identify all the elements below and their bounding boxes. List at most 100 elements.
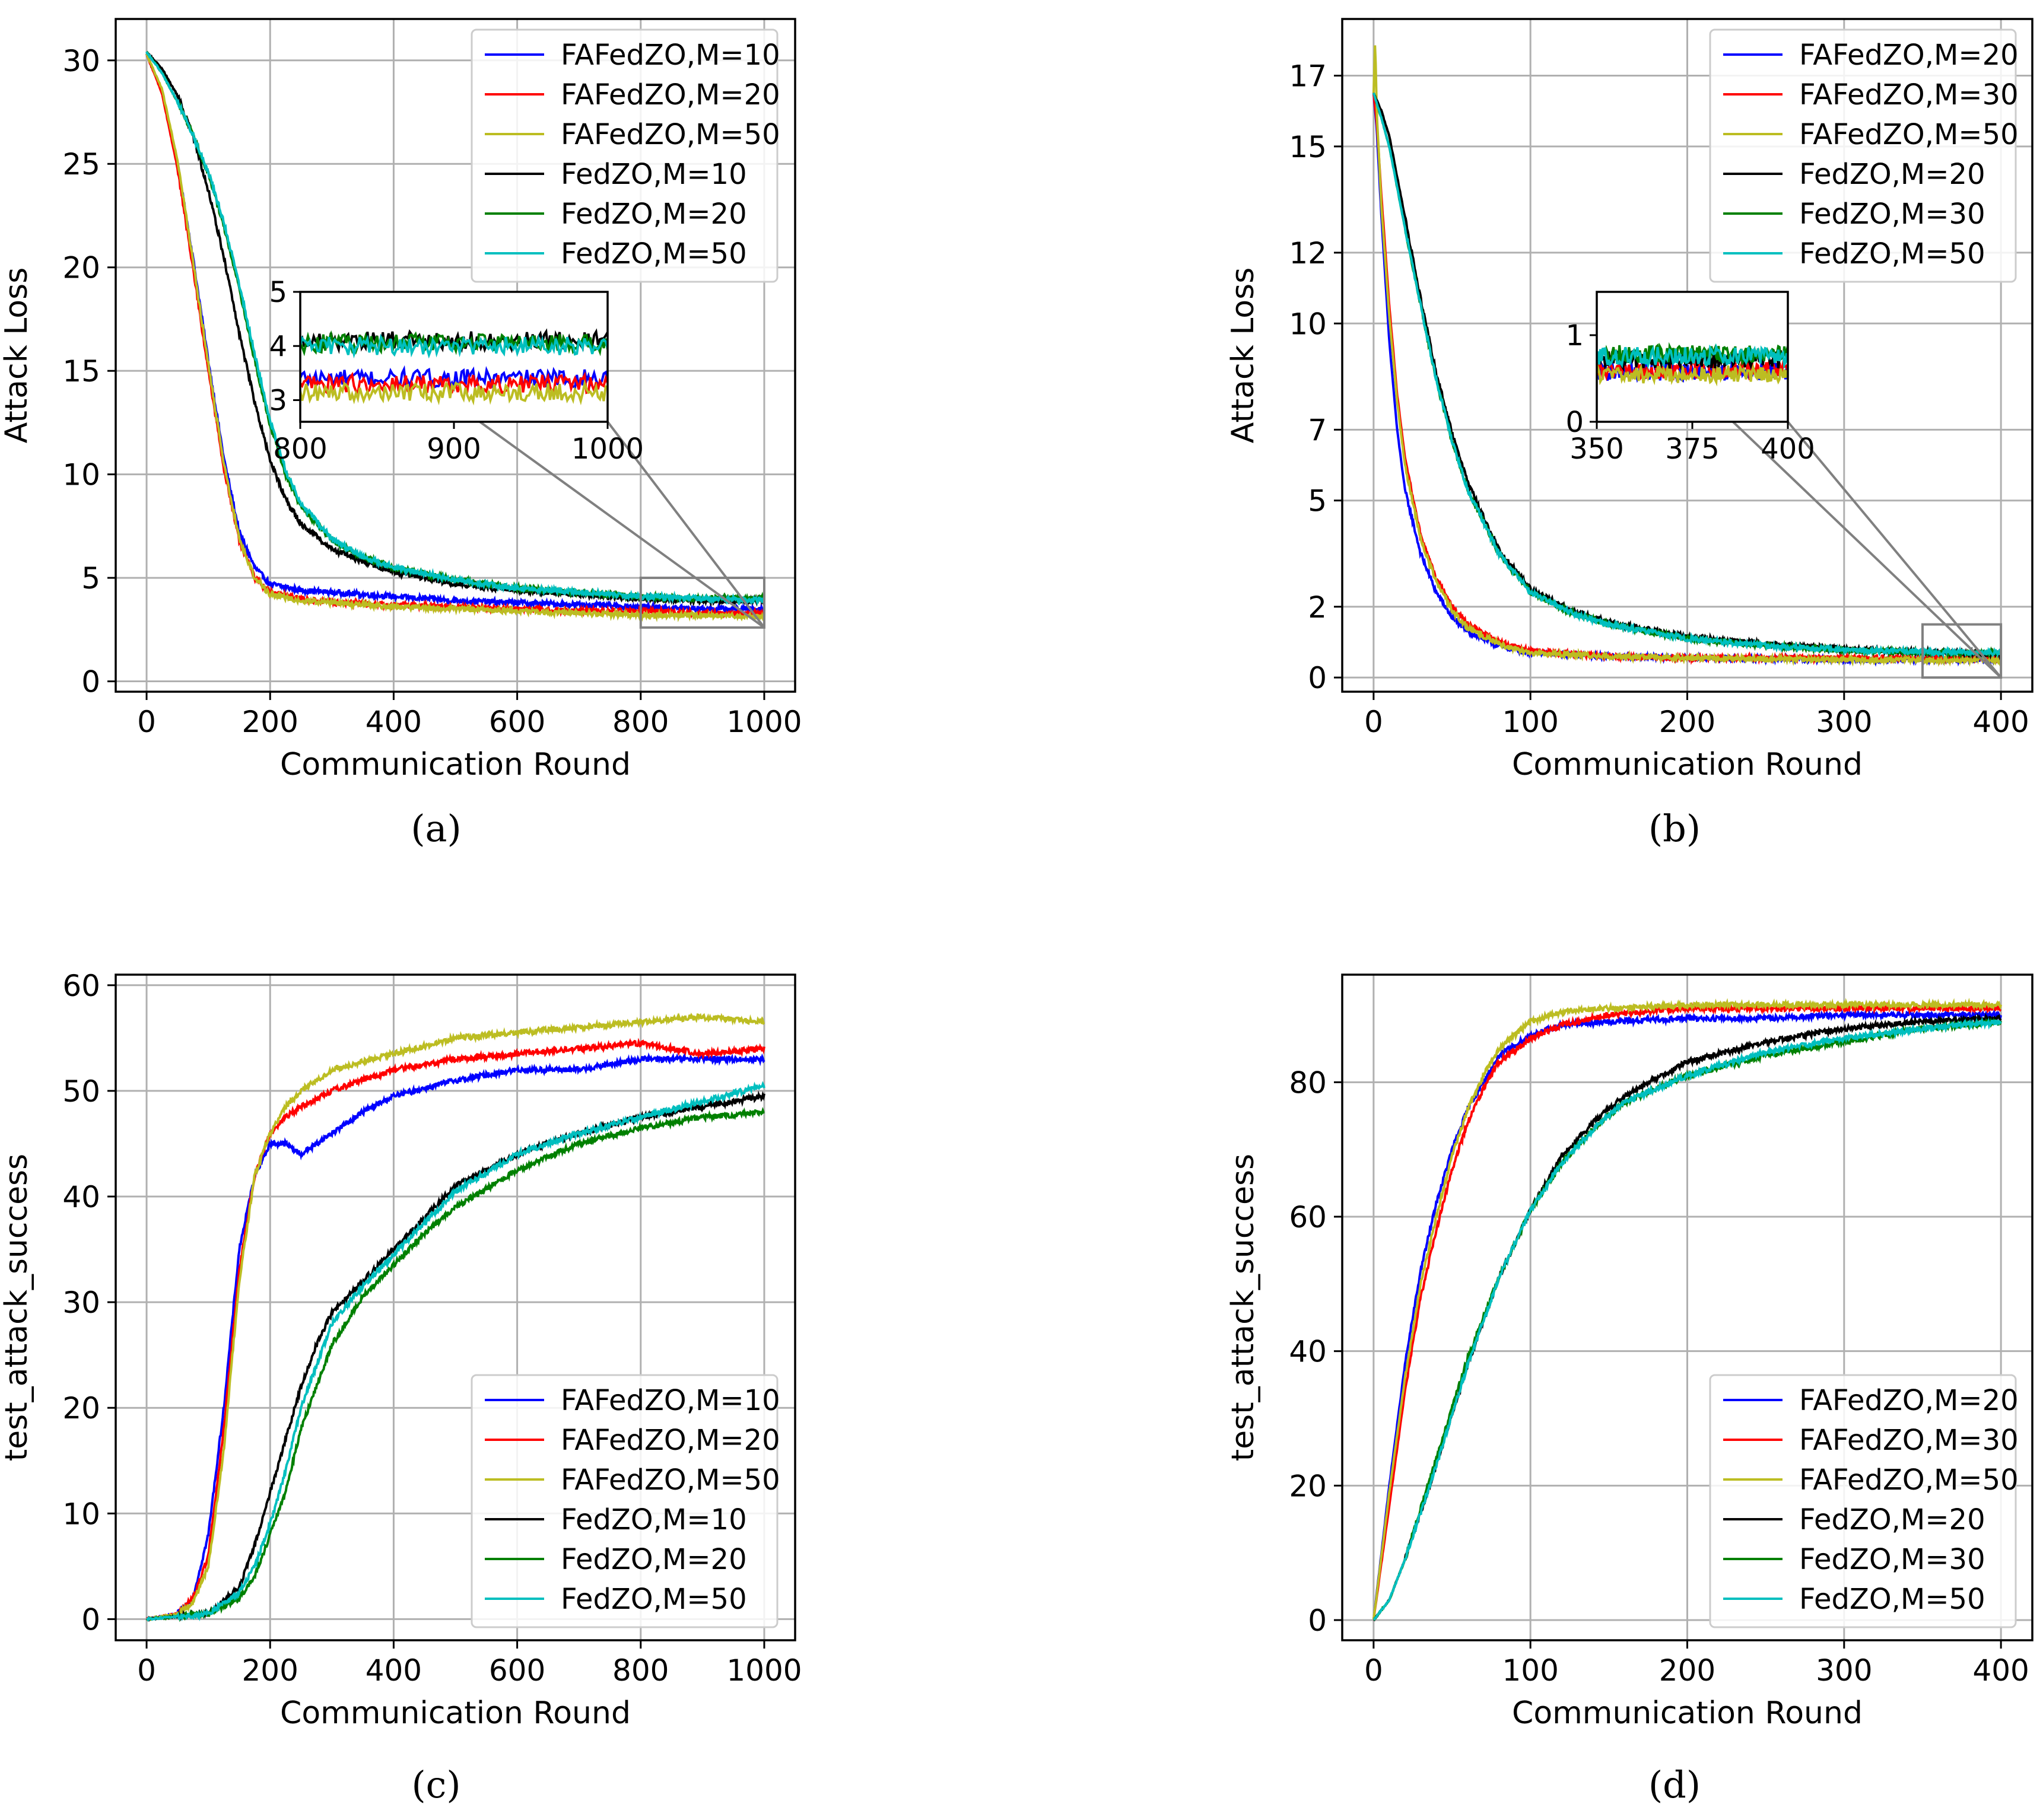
legend-entry: FAFedZO,M=20 bbox=[1799, 39, 2019, 72]
legend-entry: FAFedZO,M=20 bbox=[561, 78, 780, 112]
legend: FAFedZO,M=20 FAFedZO,M=30 FAFedZO,M=50 FedZ… bbox=[1709, 28, 2019, 283]
y-tick-label: 50 bbox=[62, 1074, 100, 1109]
legend-box bbox=[471, 28, 779, 283]
legend: FAFedZO,M=10 FAFedZO,M=20 FAFedZO,M=50 FedZ… bbox=[471, 28, 780, 283]
x-tick-label: 600 bbox=[489, 705, 545, 739]
x-tick-label: 800 bbox=[612, 705, 669, 739]
axes-frame bbox=[115, 973, 796, 1641]
y-axis-label: Attack Loss bbox=[1225, 268, 1261, 444]
y-tick-label: 30 bbox=[62, 1286, 100, 1320]
chart-panel-d: 0 100 200 300 400 0 20 40 60 80 Communication Roun… bbox=[1225, 973, 2034, 1806]
x-tick-label: 300 bbox=[1816, 705, 1872, 739]
y-tick-label: 10 bbox=[1289, 307, 1327, 341]
y-tick-label: 12 bbox=[1289, 236, 1327, 271]
legend-entry: FedZO,M=20 bbox=[1799, 1503, 1985, 1536]
legend-entry: FedZO,M=50 bbox=[1799, 237, 1985, 271]
x-tick-label: 400 bbox=[1972, 705, 2029, 739]
inset-y-tick-label: 1 bbox=[1565, 319, 1584, 352]
x-tick-label: 0 bbox=[137, 1653, 156, 1688]
y-tick-label: 17 bbox=[1289, 59, 1327, 93]
zoom-connector bbox=[1787, 421, 2002, 679]
inset-x-tick-label: 400 bbox=[1761, 432, 1815, 466]
y-tick-label: 20 bbox=[62, 1391, 100, 1426]
y-tick-label: 15 bbox=[1289, 130, 1327, 164]
y-tick-label: 60 bbox=[62, 969, 100, 1003]
legend-entry: FAFedZO,M=10 bbox=[561, 1384, 780, 1417]
series-line-fafedzo-m-50 bbox=[1372, 997, 2003, 1620]
series-line-fedzo-m-50 bbox=[145, 51, 765, 606]
y-tick-label: 7 bbox=[1308, 413, 1327, 447]
panel-caption: (a) bbox=[411, 807, 461, 850]
legend: FAFedZO,M=20 FAFedZO,M=30 FAFedZO,M=50 FedZ… bbox=[1709, 1374, 2019, 1628]
legend-entry: FedZO,M=20 bbox=[561, 198, 747, 231]
legend-box bbox=[1709, 28, 2017, 283]
x-axis-label: Communication Round bbox=[1512, 747, 1863, 782]
legend-entry: FAFedZO,M=10 bbox=[561, 39, 780, 72]
series-line-fafedzo-m-50 bbox=[145, 53, 765, 622]
legend-entry: FAFedZO,M=50 bbox=[1799, 118, 2019, 151]
series-line-fedzo-m-50 bbox=[1372, 1016, 2002, 1621]
x-axis-label: Communication Round bbox=[280, 747, 631, 782]
y-tick-label: 20 bbox=[62, 251, 100, 285]
chart-panel-a: 800 900 1000 3 4 5 0 200 400 600 800 1000 0 5 10 15 20 25… bbox=[0, 18, 802, 850]
legend-box bbox=[471, 1374, 779, 1628]
legend-entry: FAFedZO,M=30 bbox=[1799, 1424, 2019, 1457]
x-tick-label: 0 bbox=[1364, 705, 1383, 739]
legend-entry: FedZO,M=20 bbox=[561, 1543, 747, 1576]
y-tick-label: 40 bbox=[1289, 1335, 1327, 1369]
inset-series-line bbox=[1597, 343, 1788, 370]
legend-entry: FedZO,M=30 bbox=[1799, 1543, 1985, 1576]
zoom-connector bbox=[606, 421, 765, 629]
inset-x-tick-label: 350 bbox=[1569, 432, 1624, 466]
y-axis-label: test_attack_success bbox=[1225, 1154, 1261, 1461]
x-tick-label: 300 bbox=[1816, 1653, 1872, 1688]
series-group bbox=[1372, 997, 2003, 1622]
inset-y-tick-label: 3 bbox=[269, 384, 287, 418]
legend-entry: FedZO,M=20 bbox=[1799, 158, 1985, 191]
y-tick-label: 10 bbox=[62, 1497, 100, 1531]
inset-series-line bbox=[300, 333, 608, 359]
legend: FAFedZO,M=10 FAFedZO,M=20 FAFedZO,M=50 FedZ… bbox=[471, 1374, 780, 1628]
x-tick-label: 400 bbox=[366, 705, 422, 739]
y-tick-label: 40 bbox=[62, 1180, 100, 1214]
series-line-fafedzo-m-50 bbox=[145, 1012, 765, 1622]
y-axis-label: test_attack_success bbox=[0, 1154, 34, 1461]
panel-caption: (c) bbox=[411, 1763, 460, 1806]
x-tick-label: 800 bbox=[612, 1653, 669, 1688]
x-tick-label: 100 bbox=[1502, 705, 1558, 739]
chart-panel-c: 0 200 400 600 800 1000 0 10 20 30 40 50 60 Communicat… bbox=[0, 969, 802, 1806]
axes-frame bbox=[115, 18, 796, 693]
series-group bbox=[1372, 45, 2002, 667]
y-axis-label: Attack Loss bbox=[0, 268, 34, 444]
legend-entry: FAFedZO,M=30 bbox=[1799, 78, 2019, 112]
series-line-fafedzo-m-20 bbox=[1372, 1007, 2003, 1620]
series-line-fedzo-m-20 bbox=[145, 1107, 765, 1622]
y-tick-label: 25 bbox=[62, 147, 100, 182]
x-tick-label: 1000 bbox=[726, 1653, 802, 1688]
inset-x-tick-label: 800 bbox=[273, 432, 328, 466]
legend-entry: FedZO,M=10 bbox=[561, 1503, 747, 1536]
zoom-region-box bbox=[1921, 623, 2003, 679]
inset-x-tick-label: 1000 bbox=[571, 432, 644, 466]
x-tick-label: 0 bbox=[1364, 1653, 1383, 1688]
y-tick-label: 0 bbox=[81, 1602, 100, 1637]
y-tick-label: 60 bbox=[1289, 1200, 1327, 1234]
series-group bbox=[145, 50, 765, 622]
series-line-fedzo-m-50 bbox=[1372, 92, 2002, 659]
x-axis-label: Communication Round bbox=[1512, 1695, 1863, 1731]
legend-entry: FedZO,M=50 bbox=[1799, 1583, 1985, 1616]
panel-caption: (b) bbox=[1648, 807, 1701, 850]
legend-entry: FedZO,M=30 bbox=[1799, 198, 1985, 231]
inset-series-group bbox=[1597, 342, 1788, 387]
y-tick-label: 5 bbox=[1308, 484, 1327, 518]
legend-entry: FAFedZO,M=50 bbox=[561, 118, 780, 151]
zoom-region-box bbox=[639, 577, 765, 629]
legend-entry: FAFedZO,M=50 bbox=[1799, 1463, 2019, 1497]
y-tick-label: 0 bbox=[1308, 1603, 1327, 1638]
x-axis-label: Communication Round bbox=[280, 1695, 631, 1731]
x-tick-label: 1000 bbox=[726, 705, 802, 739]
x-tick-label: 200 bbox=[242, 705, 298, 739]
x-tick-label: 600 bbox=[489, 1653, 545, 1688]
